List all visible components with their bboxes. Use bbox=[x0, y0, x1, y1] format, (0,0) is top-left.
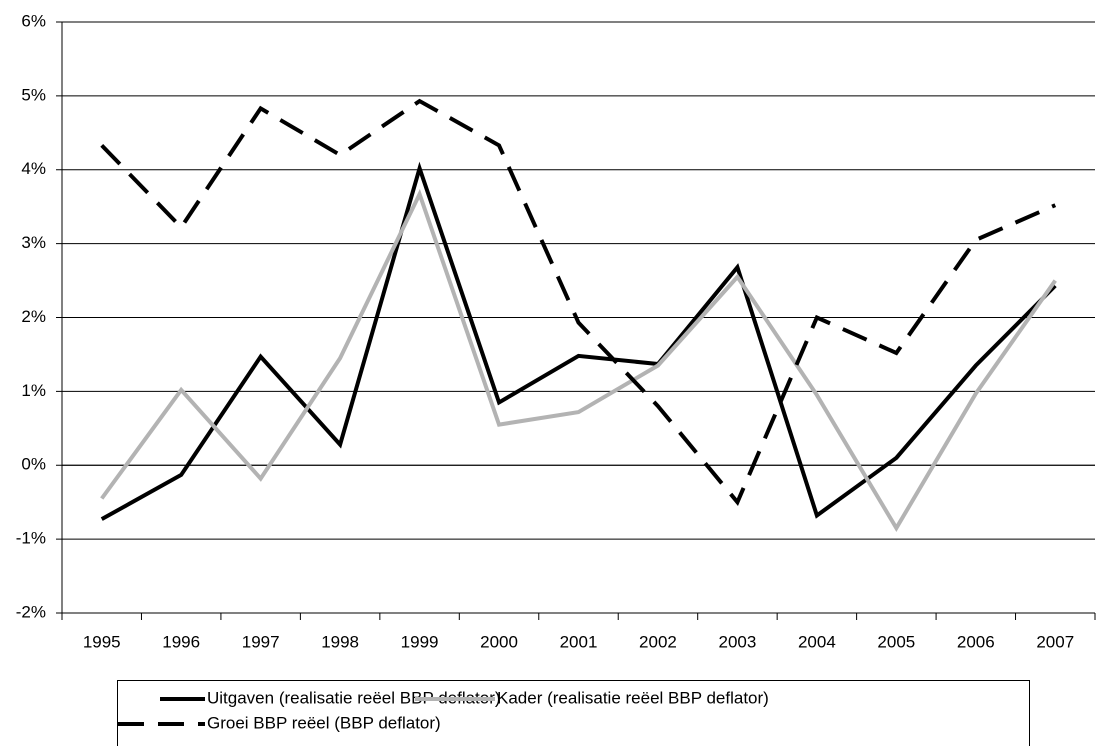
y-tick-label: 6% bbox=[21, 11, 46, 30]
x-tick-label: 2007 bbox=[1036, 632, 1074, 651]
x-tick-label: 2003 bbox=[719, 632, 757, 651]
legend-label: Groei BBP reëel (BBP deflator) bbox=[207, 713, 441, 732]
x-tick-label: 2002 bbox=[639, 632, 677, 651]
x-tick-label: 2006 bbox=[957, 632, 995, 651]
y-tick-label: -1% bbox=[16, 529, 46, 548]
x-tick-label: 1999 bbox=[401, 632, 439, 651]
x-tick-label: 2005 bbox=[877, 632, 915, 651]
x-tick-label: 2000 bbox=[480, 632, 518, 651]
y-tick-label: 3% bbox=[21, 233, 46, 252]
y-tick-label: 4% bbox=[21, 159, 46, 178]
series-line bbox=[100, 98, 1057, 506]
x-tick-label: 1995 bbox=[83, 632, 121, 651]
x-tick-label: 1998 bbox=[321, 632, 359, 651]
series-line bbox=[100, 161, 1057, 521]
y-tick-label: 5% bbox=[21, 85, 46, 104]
legend-box bbox=[117, 680, 1030, 746]
x-tick-label: 1996 bbox=[162, 632, 200, 651]
series-line bbox=[100, 188, 1057, 532]
x-tick-label: 1997 bbox=[242, 632, 280, 651]
x-tick-label: 2004 bbox=[798, 632, 836, 651]
y-tick-label: -2% bbox=[16, 602, 46, 621]
y-tick-label: 1% bbox=[21, 381, 46, 400]
legend-label: Kader (realisatie reëel BBP deflator) bbox=[497, 688, 769, 707]
y-tick-label: 2% bbox=[21, 307, 46, 326]
legend-label: Uitgaven (realisatie reëel BBP deflator) bbox=[207, 688, 501, 707]
x-tick-label: 2001 bbox=[560, 632, 598, 651]
y-tick-label: 0% bbox=[21, 455, 46, 474]
